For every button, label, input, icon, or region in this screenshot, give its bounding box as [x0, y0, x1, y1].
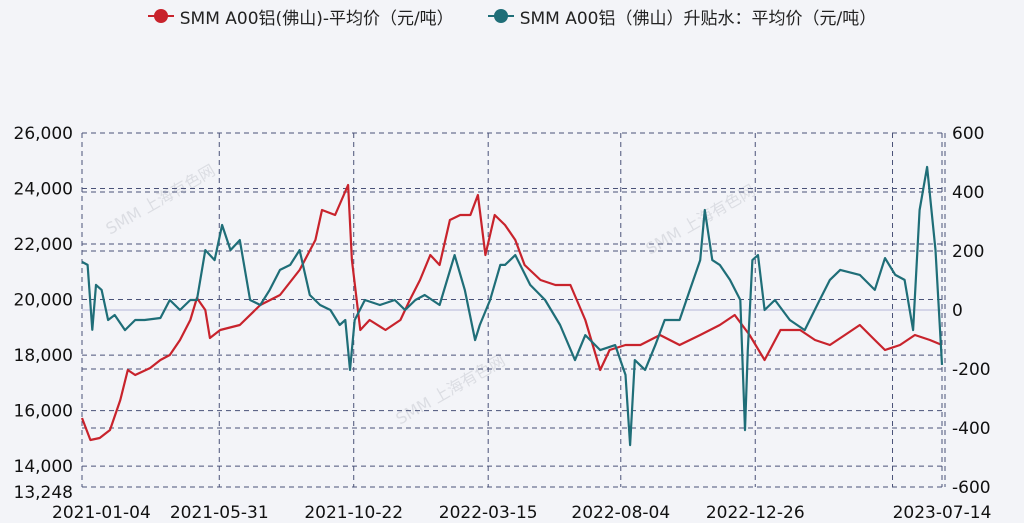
y-right-tick-label: 0	[952, 301, 963, 321]
series-line-0	[80, 183, 943, 442]
legend-label-spread: SMM A00铝（佛山）升贴水：平均价（元/吨）	[519, 8, 877, 29]
x-tick-label: 2021-01-04	[52, 503, 151, 523]
y-left-tick-label: 18,000	[14, 346, 73, 366]
y-right-tick-label: 400	[952, 183, 984, 203]
chart-legend: SMM A00铝(佛山)-平均价（元/吨） SMM A00铝（佛山）升贴水：平均…	[0, 3, 1024, 29]
y-right-tick-label: 200	[952, 242, 984, 262]
y-right-tick-label: 600	[952, 124, 984, 144]
legend-label-price: SMM A00铝(佛山)-平均价（元/吨）	[179, 8, 454, 29]
y-right-tick-label: -400	[952, 419, 991, 439]
y-left-tick-label: 24,000	[14, 180, 73, 200]
x-tick-label: 2023-07-14	[893, 503, 992, 523]
y-left-tick-label: 22,000	[14, 235, 73, 255]
legend-item-price[interactable]: SMM A00铝(佛山)-平均价（元/吨）	[147, 3, 454, 29]
x-tick-label: 2022-03-15	[439, 503, 538, 523]
legend-marker-teal-icon	[487, 6, 514, 26]
y-left-tick-label: 14,000	[14, 457, 73, 477]
y-left-tick-label: 20,000	[14, 291, 73, 311]
legend-item-spread[interactable]: SMM A00铝（佛山）升贴水：平均价（元/吨）	[487, 3, 877, 29]
y-right-tick-label: -200	[952, 360, 991, 380]
watermark-text: SMM 上海有色网	[103, 161, 219, 239]
x-tick-label: 2022-08-04	[571, 503, 670, 523]
y-left-tick-label: 26,000	[14, 124, 73, 144]
x-tick-label: 2022-12-26	[706, 503, 805, 523]
legend-marker-red-icon	[147, 6, 174, 26]
watermark-text: SMM 上海有色网	[393, 351, 509, 429]
y-left-tick-label: 16,000	[14, 402, 73, 422]
x-tick-label: 2021-10-22	[304, 503, 403, 523]
series-line-1	[81, 165, 944, 447]
y-left-tick-label: 13,248	[14, 483, 73, 503]
y-right-tick-label: -600	[952, 478, 991, 498]
x-tick-label: 2021-05-31	[170, 503, 269, 523]
